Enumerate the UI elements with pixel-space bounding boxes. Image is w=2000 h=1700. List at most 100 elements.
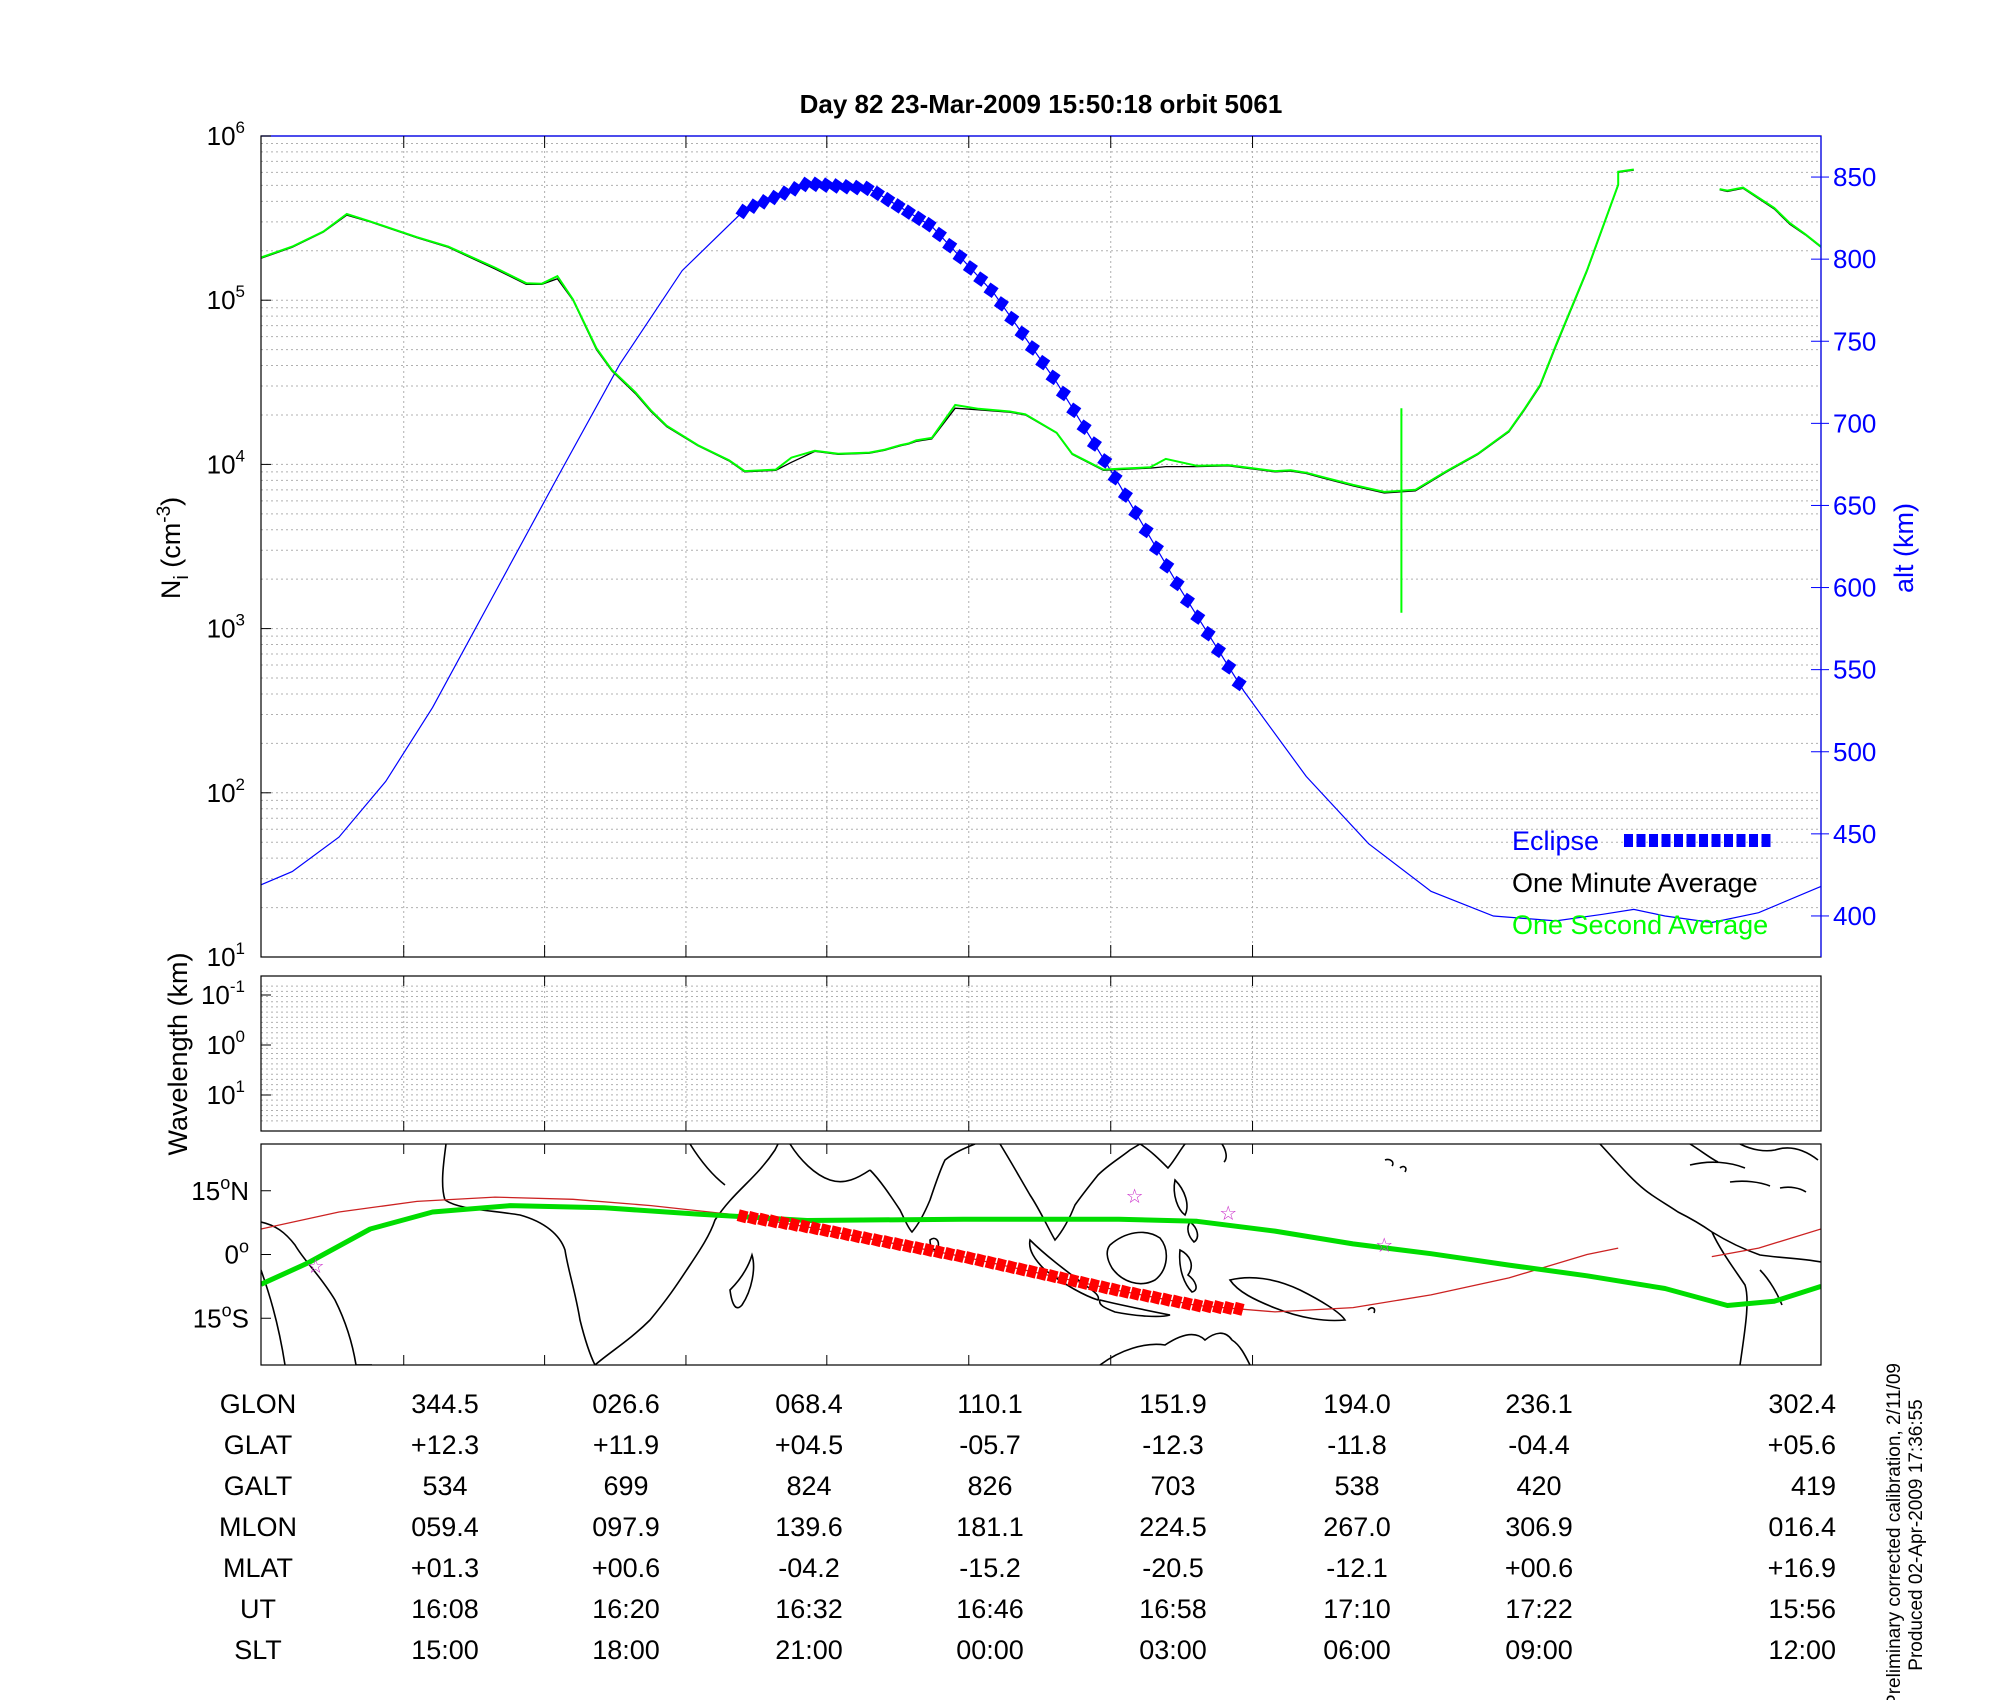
alt-tick-label: 800 [1833, 244, 1876, 274]
eclipse-marker [1066, 402, 1082, 419]
eclipse-marker [776, 185, 792, 201]
table-cell: 181.1 [956, 1512, 1024, 1542]
map-eclipse-marker [1108, 1282, 1121, 1297]
wavelength-x-ticks [403, 976, 1254, 1131]
legend-eclipse-square [1636, 834, 1646, 847]
eclipse-marker [1159, 558, 1175, 574]
density-y-label: Ni (cm-3) [154, 497, 193, 599]
table-cell: 15:56 [1768, 1594, 1836, 1624]
eclipse-marker [993, 296, 1009, 312]
map-eclipse-marker [1046, 1269, 1059, 1284]
eclipse-marker [1045, 369, 1061, 386]
map-eclipse-marker [1026, 1264, 1038, 1279]
lat-tick-label: 0o [225, 1237, 249, 1270]
map-eclipse-marker [746, 1211, 759, 1225]
alt-tick-label: 500 [1833, 737, 1876, 767]
map-eclipse-marker [974, 1253, 987, 1268]
eclipse-marker [1190, 609, 1206, 625]
table-cell: -15.2 [959, 1553, 1021, 1583]
wavelength-grid [261, 976, 1821, 1131]
legend-eclipse-square [1724, 834, 1733, 847]
table-cell: 826 [967, 1471, 1012, 1501]
eclipse-marker [1138, 522, 1154, 539]
eclipse-marker [797, 176, 813, 193]
alt-tick-label: 600 [1833, 573, 1876, 603]
alt-tick-label: 850 [1833, 162, 1876, 192]
map-eclipse-marker [891, 1237, 904, 1252]
eclipse-marker [983, 282, 999, 299]
map-eclipse-marker [1201, 1299, 1214, 1314]
density-x-ticks [403, 136, 1254, 957]
table-cell: 110.1 [957, 1389, 1023, 1419]
map-eclipse-marker [819, 1223, 832, 1238]
wavelength-y-ticks: 10-1 100 101 [201, 977, 271, 1110]
table-cell: +05.6 [1768, 1430, 1836, 1460]
eclipse-marker [1024, 340, 1040, 356]
legend-eclipse-square [1736, 834, 1746, 847]
map-eclipse-marker [829, 1225, 842, 1240]
map-eclipse-marker [1222, 1301, 1235, 1315]
y-tick-label: 102 [207, 775, 245, 808]
table-cell: 419 [1791, 1471, 1836, 1501]
table-row-label: SLT [234, 1635, 282, 1665]
table-cell: 17:10 [1323, 1594, 1391, 1624]
legend-eclipse-square [1761, 834, 1771, 847]
table-cell: 267.0 [1323, 1512, 1391, 1542]
table-cell: 12:00 [1768, 1635, 1836, 1665]
calibration-note: Preliminary corrected calibration, 2/11/… [1884, 1363, 1905, 1700]
table-cell: 16:58 [1139, 1594, 1207, 1624]
one-second-curve [260, 168, 1822, 493]
coastlines [261, 1144, 1821, 1365]
map-eclipse-marker [1160, 1292, 1173, 1307]
table-cell: -04.4 [1508, 1430, 1570, 1460]
eclipse-marker [921, 216, 937, 233]
table-cell: 16:20 [592, 1594, 660, 1624]
table-cell: 824 [786, 1471, 831, 1501]
legend-eclipse-square [1711, 834, 1721, 847]
map-eclipse-marker [984, 1255, 997, 1270]
table-row-label: UT [240, 1594, 276, 1624]
table-cell: 00:00 [956, 1635, 1024, 1665]
eclipse-markers [735, 176, 1247, 692]
alt-tick-label: 400 [1833, 901, 1876, 931]
one-minute-curve [260, 169, 1822, 494]
map-eclipse-marker [1077, 1275, 1090, 1290]
eclipse-marker [1076, 419, 1092, 435]
density-y-ticks: 101 102 103 104 105 106 [207, 118, 271, 972]
map-eclipse-marker [1098, 1280, 1111, 1295]
y-tick-label: 106 [207, 118, 245, 151]
eclipse-marker [1148, 540, 1164, 556]
y-tick-label: 10-1 [201, 977, 245, 1010]
altitude-curve [260, 182, 1822, 924]
table-cell: -12.3 [1142, 1430, 1204, 1460]
table-cell: 06:00 [1323, 1635, 1391, 1665]
map-eclipse-marker [1067, 1273, 1080, 1288]
table-cell: +00.6 [592, 1553, 660, 1583]
alt-tick-label: 550 [1833, 655, 1876, 685]
y-tick-label: 105 [207, 282, 245, 315]
table-cell: 026.6 [592, 1389, 660, 1419]
map-eclipse-marker [840, 1227, 852, 1242]
eclipse-marker [1231, 675, 1247, 692]
map-eclipse-marker [798, 1219, 811, 1234]
chart-title: Day 82 23-Mar-2009 15:50:18 orbit 5061 [800, 89, 1283, 119]
table-cell: -20.5 [1142, 1553, 1204, 1583]
map-eclipse-marker [902, 1239, 914, 1254]
eclipse-marker [942, 237, 958, 254]
eclipse-marker [1004, 310, 1020, 327]
map-eclipse-marker [1088, 1278, 1100, 1293]
table-cell: +01.3 [411, 1553, 479, 1583]
table-cell: 15:00 [411, 1635, 479, 1665]
table-cell: -11.8 [1327, 1430, 1387, 1460]
table-cell: 16:32 [775, 1594, 843, 1624]
map-eclipse-marker [881, 1235, 894, 1250]
eclipse-marker [962, 260, 978, 276]
table-cell: 016.4 [1768, 1512, 1836, 1542]
eclipse-marker [1097, 453, 1113, 469]
map-eclipse-marker [1139, 1288, 1152, 1303]
eclipse-marker [787, 181, 803, 197]
eclipse-marker [1179, 592, 1195, 609]
map-x-ticks [403, 1144, 1254, 1365]
alt-tick-label: 700 [1833, 408, 1876, 438]
y-tick-label: 101 [207, 939, 245, 972]
